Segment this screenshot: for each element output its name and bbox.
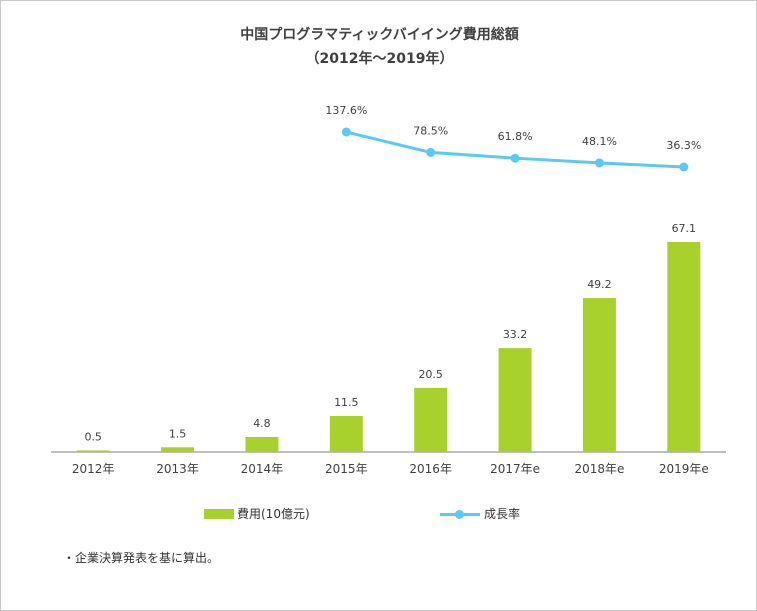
bar-3: [329, 416, 363, 452]
legend-growth-label: 成長率: [484, 507, 521, 521]
growth-point-6: [594, 158, 604, 168]
growth-label-6: 48.1%: [582, 135, 617, 148]
footnote: ・企業決算発表を基に算出。: [63, 551, 220, 565]
legend-line-swatch: [440, 509, 480, 519]
chart-title-main: 中国プログラマティックバイイング費用総額: [240, 27, 519, 43]
bar-value-label-5: 33.2: [503, 328, 528, 341]
x-tick-label-3: 2015年: [325, 462, 368, 476]
chart-title: 中国プログラマティックバイイング費用総額 （2012年～2019年）: [1, 23, 757, 71]
growth-point-4: [426, 147, 436, 157]
bar-value-label-2: 4.8: [253, 417, 271, 430]
legend-item-cost: 費用(10億元): [204, 505, 310, 522]
bar-value-label-1: 1.5: [169, 427, 187, 440]
x-tick-label-7: 2019年e: [659, 462, 709, 476]
bar-value-label-3: 11.5: [334, 396, 359, 409]
x-tick-label-2: 2014年: [241, 462, 284, 476]
growth-point-3: [341, 127, 351, 137]
bar-value-label-6: 49.2: [587, 278, 612, 291]
bar-5: [498, 348, 532, 452]
bar-value-label-0: 0.5: [84, 430, 102, 443]
bar-4: [414, 387, 448, 452]
chart-title-sub: （2012年～2019年）: [305, 51, 454, 67]
growth-label-5: 61.8%: [498, 130, 533, 143]
x-tick-label-5: 2017年e: [490, 462, 540, 476]
bar-0: [76, 450, 110, 452]
x-tick-label-4: 2016年: [409, 462, 452, 476]
x-tick-label-1: 2013年: [156, 462, 199, 476]
bar-value-label-4: 20.5: [418, 368, 443, 381]
growth-point-7: [679, 162, 689, 172]
growth-label-3: 137.6%: [325, 104, 367, 117]
bar-6: [582, 298, 616, 452]
growth-label-4: 78.5%: [413, 124, 448, 137]
bar-7: [667, 242, 701, 452]
x-tick-label-0: 2012年: [72, 462, 115, 476]
bar-value-label-7: 67.1: [672, 222, 697, 235]
legend-cost-label: 費用(10億元): [237, 507, 310, 521]
legend-item-growth: 成長率: [440, 505, 520, 522]
growth-label-7: 36.3%: [666, 139, 701, 152]
combo-chart: 0.5 2012年 1.5 2013年 4.8 2014年 11.5 2015年 20.5 201…: [51, 104, 726, 476]
growth-point-5: [510, 153, 520, 163]
bar-1: [161, 447, 195, 452]
x-tick-label-6: 2018年e: [574, 462, 624, 476]
bar-2: [245, 436, 279, 452]
legend-bar-swatch: [204, 508, 234, 519]
